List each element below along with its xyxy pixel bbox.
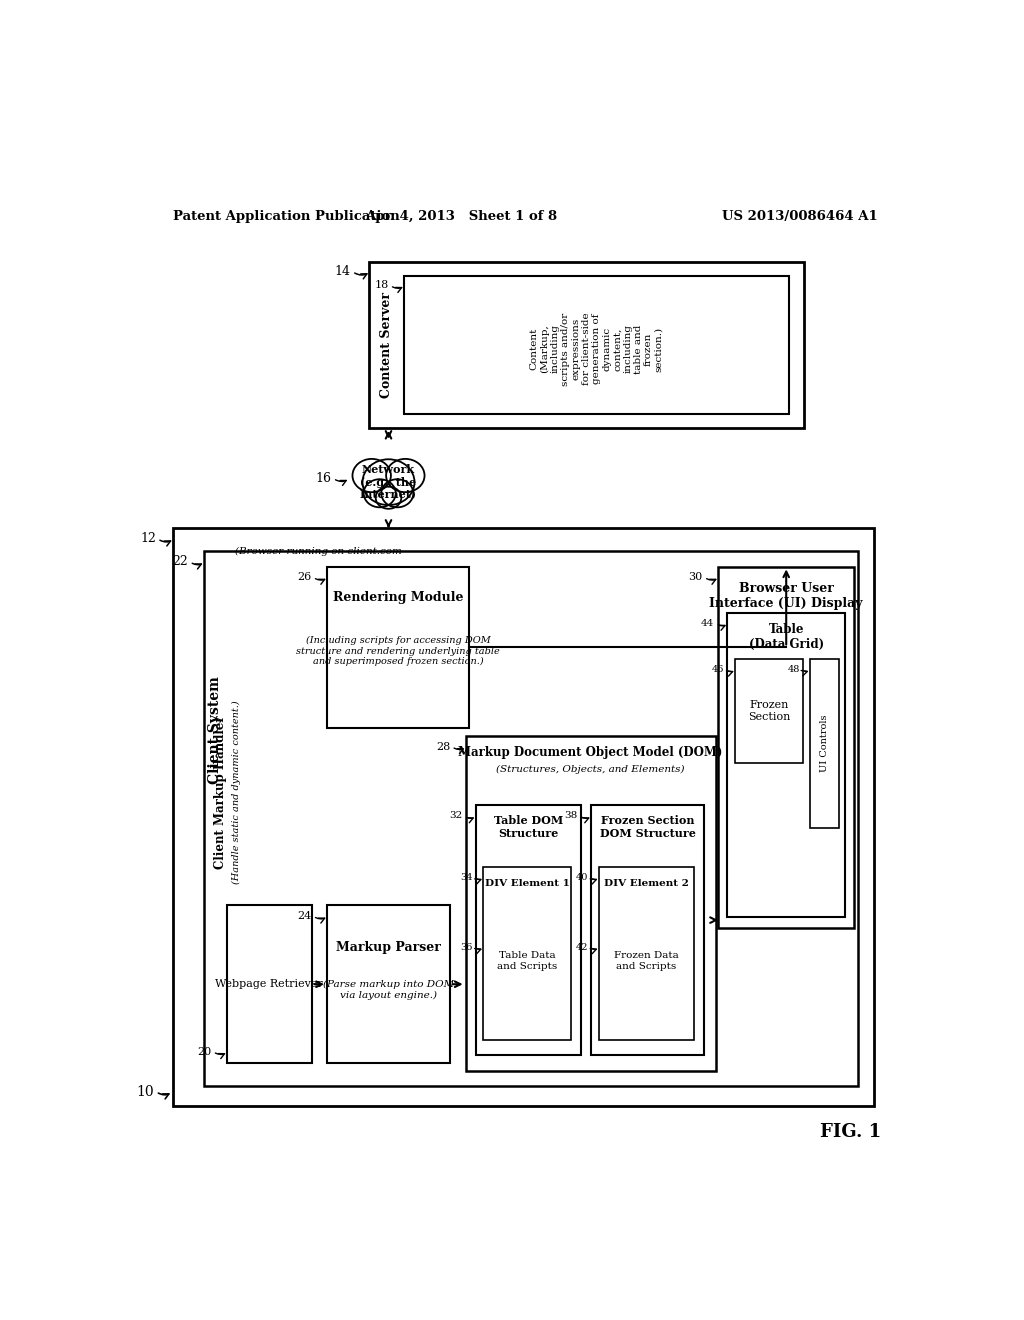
Text: (Parse markup into DOM
via layout engine.): (Parse markup into DOM via layout engine… bbox=[323, 981, 454, 999]
Bar bbox=[591, 805, 705, 1056]
Bar bbox=[810, 659, 839, 829]
Text: UI Controls: UI Controls bbox=[820, 715, 828, 772]
Text: Frozen Data
and Scripts: Frozen Data and Scripts bbox=[614, 952, 679, 970]
Text: 16: 16 bbox=[315, 471, 332, 484]
Text: Content Server: Content Server bbox=[380, 292, 392, 399]
Ellipse shape bbox=[364, 479, 395, 507]
Text: Patent Application Publication: Patent Application Publication bbox=[173, 210, 399, 223]
Bar bbox=[403, 276, 788, 414]
Bar bbox=[173, 528, 873, 1106]
Text: FIG. 1: FIG. 1 bbox=[820, 1123, 881, 1142]
Text: 42: 42 bbox=[575, 942, 588, 952]
Text: 34: 34 bbox=[460, 873, 472, 882]
Text: 18: 18 bbox=[374, 280, 388, 290]
Bar bbox=[466, 737, 716, 1071]
Text: 26: 26 bbox=[297, 573, 311, 582]
Text: 12: 12 bbox=[140, 532, 156, 545]
Text: Markup Document Object Model (DOM): Markup Document Object Model (DOM) bbox=[459, 746, 723, 759]
Text: 38: 38 bbox=[564, 812, 578, 821]
Text: DIV Element 1: DIV Element 1 bbox=[484, 879, 569, 888]
Bar bbox=[735, 659, 803, 763]
Text: 44: 44 bbox=[701, 619, 714, 628]
Ellipse shape bbox=[352, 459, 391, 492]
Bar bbox=[327, 906, 451, 1063]
Text: Markup Parser: Markup Parser bbox=[336, 941, 441, 954]
Text: (Browser running on client.com: (Browser running on client.com bbox=[234, 546, 401, 556]
Text: 28: 28 bbox=[436, 742, 451, 751]
Text: 30: 30 bbox=[688, 573, 702, 582]
Text: Apr. 4, 2013   Sheet 1 of 8: Apr. 4, 2013 Sheet 1 of 8 bbox=[366, 210, 558, 223]
Text: 24: 24 bbox=[297, 911, 311, 921]
Text: DIV Element 2: DIV Element 2 bbox=[604, 879, 689, 888]
Text: Client Markup Handler: Client Markup Handler bbox=[214, 715, 227, 869]
Bar bbox=[226, 906, 311, 1063]
Text: Content
(Markup,
including
scripts and/or
expressions
for client-side
generation: Content (Markup, including scripts and/o… bbox=[529, 313, 664, 385]
Ellipse shape bbox=[386, 459, 425, 492]
Text: US 2013/0086464 A1: US 2013/0086464 A1 bbox=[722, 210, 878, 223]
Text: 48: 48 bbox=[788, 665, 801, 675]
Ellipse shape bbox=[376, 487, 401, 508]
Text: Table Data
and Scripts: Table Data and Scripts bbox=[497, 952, 557, 970]
Text: Browser User
Interface (UI) Display: Browser User Interface (UI) Display bbox=[710, 582, 863, 610]
Ellipse shape bbox=[381, 479, 414, 507]
Text: (Including scripts for accessing DOM
structure and rendering underlying table
an: (Including scripts for accessing DOM str… bbox=[296, 636, 500, 667]
Text: Table
(Data Grid): Table (Data Grid) bbox=[749, 623, 823, 651]
Bar bbox=[718, 566, 854, 928]
Text: Rendering Module: Rendering Module bbox=[333, 591, 464, 603]
Text: 32: 32 bbox=[450, 812, 463, 821]
Bar bbox=[483, 867, 571, 1040]
Text: (Structures, Objects, and Elements): (Structures, Objects, and Elements) bbox=[497, 766, 685, 775]
Text: 46: 46 bbox=[712, 665, 724, 675]
Text: Network
(e.g., the
Internet): Network (e.g., the Internet) bbox=[360, 463, 417, 500]
Text: 36: 36 bbox=[460, 942, 472, 952]
Text: Client System: Client System bbox=[208, 676, 222, 784]
Ellipse shape bbox=[362, 459, 415, 506]
Bar bbox=[204, 552, 858, 1086]
Text: Webpage Retriever: Webpage Retriever bbox=[215, 979, 323, 989]
Text: 14: 14 bbox=[335, 265, 351, 279]
Text: Frozen
Section: Frozen Section bbox=[748, 700, 791, 722]
Text: 10: 10 bbox=[137, 1085, 155, 1098]
Text: Table DOM
Structure: Table DOM Structure bbox=[494, 814, 563, 838]
Bar bbox=[475, 805, 581, 1056]
Text: (Handle static and dynamic content.): (Handle static and dynamic content.) bbox=[231, 700, 241, 883]
Text: 20: 20 bbox=[198, 1047, 211, 1056]
Text: 40: 40 bbox=[575, 873, 588, 882]
Bar bbox=[727, 612, 845, 917]
Bar bbox=[370, 263, 804, 428]
Text: 22: 22 bbox=[173, 556, 188, 569]
Text: Frozen Section
DOM Structure: Frozen Section DOM Structure bbox=[600, 814, 695, 838]
Bar bbox=[599, 867, 694, 1040]
Bar bbox=[327, 566, 469, 729]
